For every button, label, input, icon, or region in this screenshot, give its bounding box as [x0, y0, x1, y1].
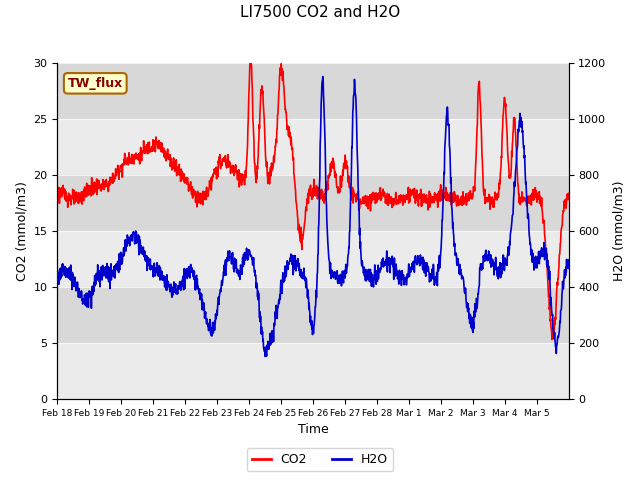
Line: H2O: H2O: [58, 77, 568, 357]
H2O: [434, 266, 442, 272]
CO2: [548, 336, 556, 342]
CO2: [290, 170, 298, 176]
X-axis label: Time: Time: [298, 423, 328, 436]
Legend: CO2, H2O: CO2, H2O: [247, 448, 393, 471]
Bar: [58, 63, 568, 120]
CO2: [433, 191, 441, 197]
H2O: [261, 354, 269, 360]
Bar: [58, 343, 568, 399]
H2O: [134, 236, 141, 241]
CO2: [300, 229, 307, 235]
Text: TW_flux: TW_flux: [68, 77, 123, 90]
H2O: [564, 257, 572, 263]
CO2: [564, 191, 572, 196]
CO2: [559, 212, 566, 218]
Bar: [58, 120, 568, 175]
Y-axis label: H2O (mmol/m3): H2O (mmol/m3): [612, 181, 625, 281]
CO2: [54, 196, 61, 202]
Bar: [58, 287, 568, 343]
Bar: [58, 231, 568, 287]
H2O: [319, 74, 326, 80]
H2O: [559, 278, 566, 284]
CO2: [508, 142, 516, 148]
H2O: [509, 212, 516, 218]
Text: LI7500 CO2 and H2O: LI7500 CO2 and H2O: [240, 5, 400, 20]
CO2: [134, 153, 141, 158]
Bar: [58, 175, 568, 231]
H2O: [290, 253, 298, 259]
H2O: [300, 276, 307, 282]
H2O: [54, 279, 61, 285]
CO2: [246, 60, 253, 66]
Y-axis label: CO2 (mmol/m3): CO2 (mmol/m3): [15, 181, 28, 281]
Line: CO2: CO2: [58, 63, 568, 339]
